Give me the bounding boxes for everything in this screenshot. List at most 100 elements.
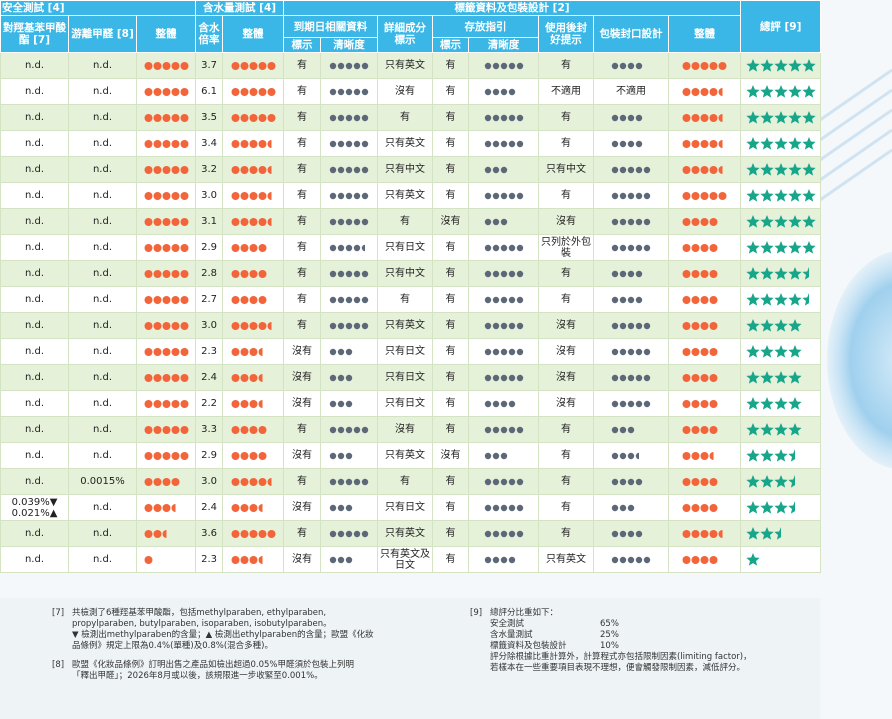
table-cell: n.d. — [68, 338, 137, 365]
dot — [635, 348, 643, 355]
dot — [361, 192, 369, 199]
dot — [267, 113, 276, 122]
dot — [240, 451, 249, 460]
dot — [484, 192, 491, 199]
dot — [508, 62, 515, 69]
dot — [162, 61, 171, 70]
dot — [682, 347, 691, 356]
dot — [345, 452, 353, 459]
table-cell: 不適用 — [538, 78, 595, 105]
table-cell: 沒有 — [538, 364, 595, 391]
cell-text: 0.039%▼ 0.021%▲ — [11, 496, 58, 519]
dot — [508, 88, 515, 95]
table-cell: n.d. — [0, 442, 69, 469]
dot — [337, 452, 345, 459]
dot — [153, 113, 162, 122]
star — [787, 84, 802, 98]
dot-rating — [682, 113, 723, 122]
dot — [500, 88, 507, 95]
dot — [691, 425, 700, 434]
dot — [700, 217, 709, 226]
dot — [345, 88, 353, 95]
dot — [258, 477, 267, 486]
dot — [258, 165, 267, 174]
dot — [627, 322, 635, 329]
star — [745, 474, 760, 488]
dot — [627, 478, 635, 485]
dot — [500, 140, 507, 147]
half-dot — [267, 477, 272, 486]
table-cell: n.d. — [0, 312, 69, 339]
half-star — [801, 266, 809, 280]
cell-text: 有 — [297, 320, 308, 331]
star — [745, 214, 760, 228]
dot — [682, 217, 691, 226]
table-cell: n.d. — [68, 234, 137, 261]
star — [787, 396, 802, 410]
table-cell: 有 — [377, 468, 434, 495]
dot — [171, 139, 180, 148]
cell-text: n.d. — [24, 346, 45, 357]
cell-text: n.d. — [92, 190, 113, 201]
dot — [691, 321, 700, 330]
table-cell — [740, 494, 822, 521]
star — [759, 84, 774, 98]
star — [787, 214, 802, 228]
dot — [508, 530, 515, 537]
table-row: n.d. n.d. 2.3 沒有 只有日文 有 沒有 — [0, 338, 822, 365]
half-dot — [171, 503, 176, 512]
table-cell: 有 — [283, 130, 322, 157]
star — [773, 318, 788, 332]
table-cell — [593, 390, 670, 417]
table-cell — [468, 494, 540, 521]
table-cell — [135, 416, 197, 443]
footnote-label: [9] — [470, 608, 483, 618]
half-dot — [267, 191, 272, 200]
dot — [635, 530, 643, 537]
table-cell — [222, 234, 285, 261]
cell-text: 沒有 — [292, 502, 313, 513]
weight-value: 10% — [600, 641, 619, 651]
table-cell — [222, 130, 285, 157]
table-cell: 沒有 — [538, 390, 595, 417]
table-cell — [740, 130, 822, 157]
table-cell — [468, 52, 540, 79]
dot — [329, 478, 337, 485]
dot — [240, 87, 249, 96]
table-cell: 3.5 — [195, 104, 224, 131]
cell-text: 有 — [445, 372, 456, 383]
dot-rating — [484, 296, 523, 303]
star-rating — [745, 396, 802, 410]
dot — [627, 166, 635, 173]
dot-rating — [611, 478, 643, 485]
star — [759, 344, 774, 358]
dot — [353, 530, 361, 537]
dot-rating — [329, 374, 353, 381]
dot — [611, 192, 619, 199]
dot — [240, 113, 249, 122]
table-cell — [320, 442, 379, 469]
table-cell — [740, 78, 822, 105]
dot — [329, 322, 337, 329]
half-dot — [718, 165, 723, 174]
dot — [171, 425, 180, 434]
dot-rating — [144, 295, 189, 304]
cell-text: 2.8 — [201, 268, 217, 279]
footnote-line: 品條例》規定上限為0.4%(單種)及0.8%(混合多種)。 — [72, 641, 273, 651]
dot — [337, 270, 345, 277]
dot — [249, 555, 258, 564]
table-cell — [222, 442, 285, 469]
dot — [682, 321, 691, 330]
dot — [153, 269, 162, 278]
table-cell — [135, 78, 197, 105]
table-cell: 沒有 — [432, 442, 470, 469]
table-cell — [593, 312, 670, 339]
dot — [353, 166, 361, 173]
dot — [144, 61, 153, 70]
table-cell — [320, 260, 379, 287]
table-cell — [740, 390, 822, 417]
table-cell — [740, 416, 822, 443]
table-cell — [320, 338, 379, 365]
dot — [180, 191, 189, 200]
cell-text: n.d. — [92, 294, 113, 305]
